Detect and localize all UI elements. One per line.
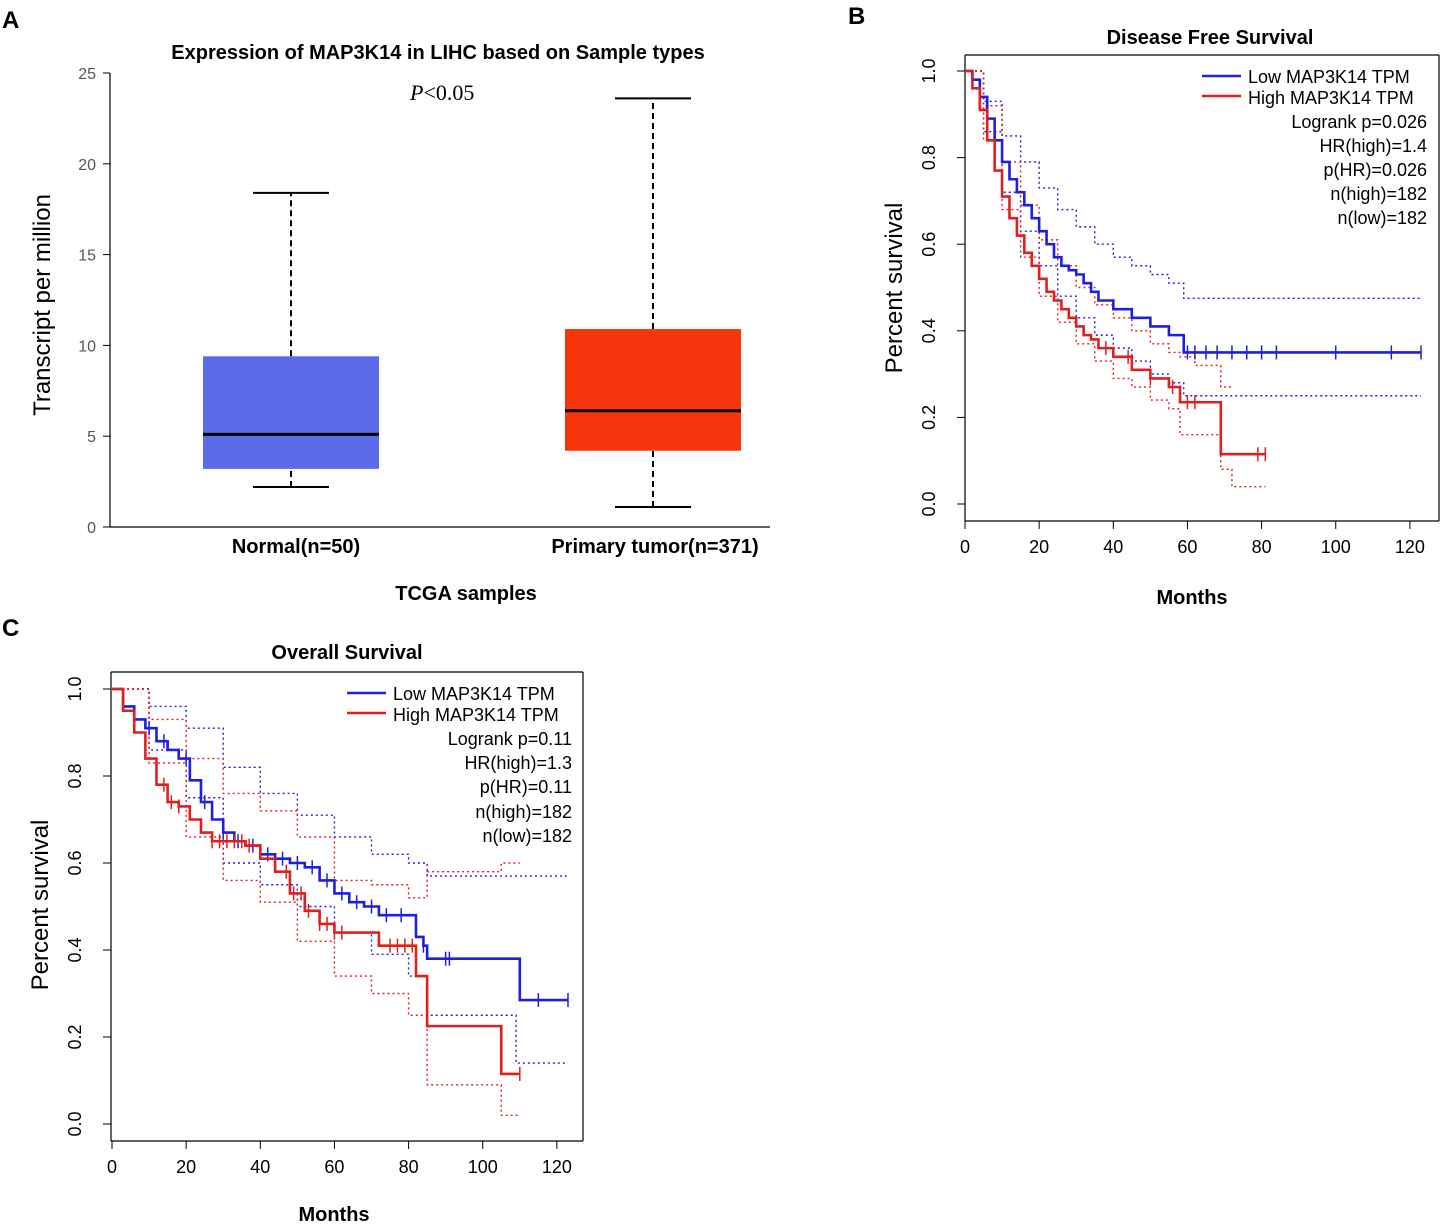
x-tick-label: 80 <box>1252 537 1272 557</box>
dfs-stat-n-high: n(high)=182 <box>1330 184 1427 204</box>
survival-curve <box>965 69 1266 456</box>
p-value-threshold: <0.05 <box>423 80 474 105</box>
confidence-interval-line <box>112 688 568 877</box>
y-tick-label: 15 <box>78 248 96 265</box>
y-tick-label: 0.4 <box>919 318 939 343</box>
x-tick-label: 20 <box>176 1157 196 1177</box>
boxplot-x-axis-label: TCGA samples <box>395 583 537 605</box>
dfs-stat-n-low: n(low)=182 <box>1337 208 1427 228</box>
x-tick-label: 0 <box>107 1157 117 1177</box>
boxplot-y-axis-label: Transcript per million <box>29 194 56 416</box>
y-tick-label: 0.8 <box>919 145 939 170</box>
x-category-label: Normal(n=50) <box>232 536 360 558</box>
os-stat-n-high: n(high)=182 <box>475 802 572 822</box>
overall-survival-panel: Overall Survival 0 20 40 60 80 100 120 0.0 0.2 0.… <box>27 642 584 1225</box>
y-tick-label: 0.8 <box>65 763 85 788</box>
x-tick-label: 120 <box>542 1157 572 1177</box>
y-tick-label: 0.0 <box>65 1111 85 1136</box>
dfs-x-axis-label: Months <box>1156 587 1227 609</box>
x-tick-label: 60 <box>1177 537 1197 557</box>
y-tick-label: 5 <box>87 429 96 446</box>
os-x-axis-label: Months <box>298 1204 369 1225</box>
confidence-interval-line <box>965 70 1421 397</box>
dfs-stat-hr: HR(high)=1.4 <box>1319 136 1427 156</box>
y-tick-label: 1.0 <box>65 676 85 701</box>
y-tick-label: 1.0 <box>919 58 939 83</box>
y-tick-label: 0.2 <box>919 405 939 430</box>
x-tick-label: 100 <box>468 1157 498 1177</box>
y-tick-label: 20 <box>78 157 96 174</box>
os-stat-logrank: Logrank p=0.11 <box>448 729 572 749</box>
box <box>203 356 379 469</box>
x-tick-label: 60 <box>324 1157 344 1177</box>
boxplot-title: Expression of MAP3K14 in LIHC based on S… <box>171 42 704 64</box>
survival-curve <box>112 687 520 1076</box>
x-tick-label: 40 <box>1103 537 1123 557</box>
y-tick-label: 0.2 <box>65 1024 85 1049</box>
p-value-symbol: P <box>409 80 423 105</box>
p-value-annotation: P<0.05 <box>409 80 474 105</box>
os-stat-n-low: n(low)=182 <box>482 826 572 846</box>
y-tick-label: 0.6 <box>65 850 85 875</box>
os-stat-phr: p(HR)=0.11 <box>480 777 572 797</box>
confidence-interval-line <box>112 688 520 1116</box>
dfs-legend-high-label: High MAP3K14 TPM <box>1248 88 1414 108</box>
confidence-interval-line <box>112 688 520 899</box>
panel-label-b: B <box>848 3 865 30</box>
survival-curve <box>965 69 1421 354</box>
os-y-axis-label: Percent survival <box>27 820 54 991</box>
os-stat-hr: HR(high)=1.3 <box>464 753 572 773</box>
y-tick-label: 0 <box>87 520 96 537</box>
y-tick-label: 10 <box>78 338 96 355</box>
confidence-interval-line <box>965 70 1421 300</box>
panel-label-a: A <box>2 7 19 34</box>
dfs-y-axis-label: Percent survival <box>881 203 908 374</box>
x-category-label: Primary tumor(n=371) <box>551 536 758 558</box>
y-tick-label: 0.0 <box>919 491 939 516</box>
os-legend-low-label: Low MAP3K14 TPM <box>393 684 555 704</box>
x-tick-label: 40 <box>250 1157 270 1177</box>
dfs-stat-logrank: Logrank p=0.026 <box>1291 112 1427 132</box>
y-tick-label: 0.6 <box>919 232 939 257</box>
confidence-interval-line <box>965 70 1266 488</box>
disease-free-survival-panel: Disease Free Survival 0 20 40 60 80 100 120 0.0… <box>881 27 1440 609</box>
dfs-title: Disease Free Survival <box>1107 27 1314 49</box>
box <box>565 329 741 451</box>
y-tick-label: 0.4 <box>65 937 85 962</box>
x-tick-label: 20 <box>1029 537 1049 557</box>
os-legend-high-label: High MAP3K14 TPM <box>393 705 559 725</box>
dfs-stat-phr: p(HR)=0.026 <box>1323 160 1427 180</box>
dfs-legend-low-label: Low MAP3K14 TPM <box>1248 67 1410 87</box>
panel-label-c: C <box>2 615 19 642</box>
x-tick-label: 120 <box>1395 537 1425 557</box>
os-title: Overall Survival <box>271 642 422 664</box>
y-tick-label: 25 <box>78 66 96 83</box>
x-tick-label: 100 <box>1321 537 1351 557</box>
boxplot-panel: Expression of MAP3K14 in LIHC based on S… <box>29 42 770 605</box>
x-tick-label: 80 <box>399 1157 419 1177</box>
x-tick-label: 0 <box>960 537 970 557</box>
